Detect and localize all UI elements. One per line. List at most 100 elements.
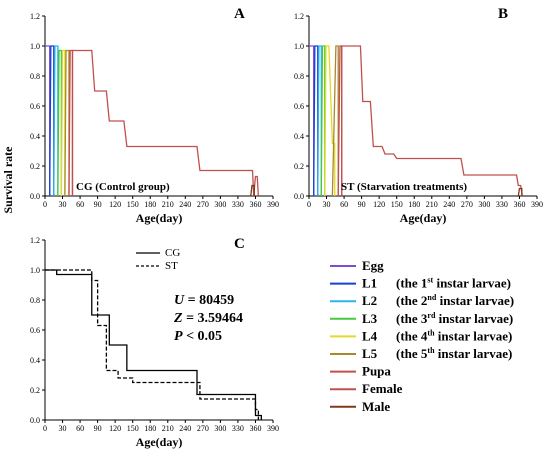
- series-line-l1: [313, 45, 319, 197]
- panel-annotation: CG (Control group): [76, 181, 170, 193]
- x-tick-label: 30: [59, 200, 67, 209]
- x-tick-label: 330: [232, 200, 244, 209]
- legend-desc-sup: th: [427, 328, 435, 337]
- x-tick-label: 30: [59, 424, 67, 433]
- y-tick-label: 0.4: [30, 132, 40, 141]
- legend-item-male: Male: [330, 399, 390, 414]
- y-tick-label: 1.0: [30, 266, 40, 275]
- panel-label: B: [498, 6, 508, 22]
- legend-description: (the 2nd instar larvae): [396, 293, 514, 308]
- x-tick-label: 300: [214, 424, 226, 433]
- statistics-block: U = 80459 Z = 3.59464 P < 0.05: [173, 293, 243, 344]
- legend-label: L3: [362, 311, 378, 326]
- x-tick-label: 300: [478, 200, 490, 209]
- y-tick-label: 1.0: [30, 42, 40, 51]
- x-tick-label: 270: [197, 424, 209, 433]
- x-tick-label: 390: [267, 200, 279, 209]
- legend-desc-pre: (the 2: [396, 293, 427, 308]
- x-tick-label: 180: [144, 424, 156, 433]
- series-line-male: [517, 187, 523, 197]
- legend-description: (the 1st instar larvae): [396, 276, 511, 291]
- legend-desc-sup: nd: [427, 293, 436, 302]
- y-tick-label: 1.0: [294, 42, 304, 51]
- x-tick-label: 30: [323, 200, 331, 209]
- x-tick-label: 300: [214, 200, 226, 209]
- series-line-female: [71, 49, 260, 197]
- stat-value: < 0.05: [183, 329, 222, 344]
- series-line-female: [341, 45, 524, 197]
- y-tick-label: 0.8: [294, 72, 304, 81]
- stat-value: = 80459: [184, 293, 234, 308]
- series-line-l1: [49, 45, 55, 197]
- legend-label: Female: [362, 381, 403, 396]
- legend-description: (the 5th instar larvae): [396, 346, 512, 361]
- x-tick-label: 90: [358, 200, 366, 209]
- series-line-l3: [320, 45, 326, 197]
- legend-label: L2: [362, 293, 377, 308]
- series-line-l3: [57, 49, 63, 197]
- legend-description: (the 4th instar larvae): [396, 328, 512, 343]
- legend-desc-pre: (the 1: [396, 276, 427, 291]
- shared-y-axis-label: Survival rate: [1, 146, 15, 214]
- y-tick-label: 0.0: [294, 192, 304, 201]
- x-tick-label: 240: [179, 424, 191, 433]
- stat-line: U = 80459: [174, 293, 234, 308]
- x-tick-label: 210: [162, 424, 174, 433]
- legend-label-cg: CG: [165, 247, 180, 259]
- series-line-male: [250, 184, 255, 197]
- x-tick-label: 150: [127, 424, 139, 433]
- stage-legend: Egg L1 (the 1st instar larvae) L2 (the 2nd i…: [330, 258, 514, 414]
- legend-item-l1: L1 (the 1st instar larvae): [330, 276, 511, 291]
- x-tick-label: 120: [109, 200, 121, 209]
- stat-symbol: U: [174, 293, 185, 308]
- stat-line: P < 0.05: [174, 329, 222, 344]
- legend-label: L5: [362, 346, 378, 361]
- x-tick-label: 150: [391, 200, 403, 209]
- x-tick-label: 180: [144, 200, 156, 209]
- legend-desc-pre: (the 5: [396, 346, 428, 361]
- x-tick-label: 330: [496, 200, 508, 209]
- x-tick-label: 90: [94, 200, 102, 209]
- legend-item-egg: Egg: [330, 258, 384, 273]
- x-tick-label: 360: [513, 200, 525, 209]
- series-line-l2: [53, 45, 59, 197]
- stat-line: Z = 3.59464: [173, 311, 243, 326]
- y-tick-label: 0.2: [30, 162, 40, 171]
- legend-item-l5: L5 (the 5th instar larvae): [330, 346, 512, 361]
- x-tick-label: 180: [408, 200, 420, 209]
- x-tick-label: 330: [232, 424, 244, 433]
- panel-b: 0.0 0.2 0.4 0.6 0.8 1.0 1.2 0 30 60 90 120 150 180 210…: [294, 6, 543, 225]
- x-tick-label: 360: [249, 424, 261, 433]
- legend-desc-sup: st: [427, 276, 433, 285]
- x-axis-label: Age(day): [136, 211, 183, 225]
- legend-desc-post: instar larvae): [436, 293, 514, 308]
- legend-item-l3: L3 (the 3rd instar larvae): [330, 311, 513, 326]
- x-tick-label: 270: [197, 200, 209, 209]
- legend-label: Egg: [362, 258, 384, 273]
- y-tick-label: 0.0: [30, 416, 40, 425]
- legend-desc-post: instar larvae): [435, 311, 513, 326]
- panel-c: 0.0 0.2 0.4 0.6 0.8 1.0 1.2 0 30 60 90 120 150 180 210…: [30, 236, 279, 449]
- panel-label: A: [234, 6, 245, 22]
- y-tick-label: 0.2: [294, 162, 304, 171]
- x-tick-label: 390: [531, 200, 543, 209]
- x-tick-label: 270: [461, 200, 473, 209]
- y-tick-label: 1.2: [294, 12, 304, 21]
- legend-label: Pupa: [362, 364, 391, 379]
- y-tick-label: 0.6: [30, 326, 40, 335]
- legend-item-female: Female: [330, 381, 403, 396]
- legend-item-pupa: Pupa: [330, 364, 391, 379]
- x-tick-label: 240: [179, 200, 191, 209]
- series-line-st: [45, 269, 260, 420]
- x-tick-label: 60: [340, 200, 348, 209]
- y-tick-label: 0.0: [30, 192, 40, 201]
- legend-item-l4: L4 (the 4th instar larvae): [330, 328, 512, 343]
- legend-desc-pre: (the 3: [396, 311, 428, 326]
- x-tick-label: 0: [307, 200, 311, 209]
- series-line-egg: [45, 45, 51, 196]
- x-tick-label: 60: [76, 200, 84, 209]
- y-tick-label: 0.2: [30, 386, 40, 395]
- legend-label-st: ST: [165, 260, 178, 272]
